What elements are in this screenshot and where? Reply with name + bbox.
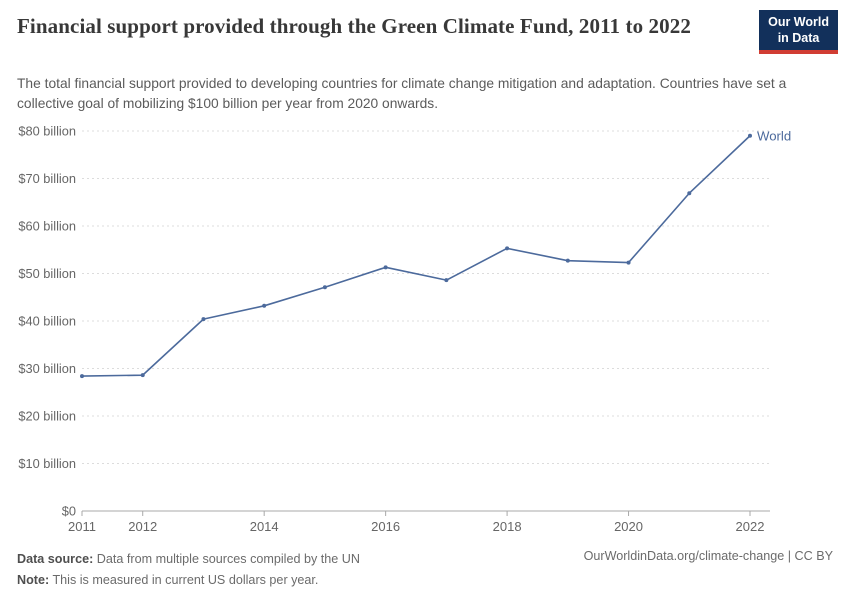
data-point[interactable]: [383, 265, 388, 270]
note-text: This is measured in current US dollars p…: [49, 572, 319, 587]
owid-logo-line1: Our World: [768, 15, 829, 29]
data-point[interactable]: [748, 133, 752, 138]
datasource-line: Data source: Data from multiple sources …: [17, 549, 360, 570]
x-axis-tick-label: 2011: [68, 519, 96, 534]
world-series-line[interactable]: [81, 135, 751, 377]
footer-notes: Data source: Data from multiple sources …: [17, 549, 360, 591]
x-axis-tick-label: 2016: [371, 519, 400, 534]
note-line: Note: This is measured in current US dol…: [17, 570, 360, 591]
y-axis-tick-label: $80 billion: [18, 124, 76, 139]
x-axis-tick-label: 2020: [614, 519, 643, 534]
data-point[interactable]: [140, 373, 145, 378]
chart-area: $0 $10 billion $20 billion $30 billion $40 b…: [0, 118, 850, 544]
chart-subtitle: The total financial support provided to …: [17, 76, 787, 111]
note-label: Note:: [17, 572, 50, 587]
data-point[interactable]: [262, 303, 267, 308]
owid-logo-line2: in Data: [777, 30, 820, 45]
data-point[interactable]: [322, 285, 327, 290]
datasource-label: Data source:: [17, 552, 94, 566]
attribution-link[interactable]: OurWorldinData.org/climate-change | CC B…: [583, 549, 833, 563]
y-axis-tick-label: $30 billion: [18, 361, 76, 376]
x-axis-tick-label: 2014: [250, 519, 279, 534]
data-point[interactable]: [80, 374, 84, 379]
y-axis-tick-label: $70 billion: [18, 171, 76, 186]
x-axis-tick-label: 2022: [736, 519, 765, 534]
y-axis-tick-label: $60 billion: [18, 219, 76, 234]
data-point[interactable]: [626, 260, 631, 265]
x-axis-tick-label: 2018: [493, 519, 522, 534]
y-axis-tick-label: $10 billion: [18, 456, 76, 471]
data-point[interactable]: [687, 191, 692, 196]
datasource-text: Data from multiple sources compiled by t…: [93, 552, 360, 566]
data-point[interactable]: [565, 258, 570, 263]
line-chart: $0 $10 billion $20 billion $30 billion $40 b…: [18, 124, 791, 535]
data-point[interactable]: [201, 317, 206, 322]
series-end-label[interactable]: World: [757, 128, 791, 143]
y-axis-tick-label: $0: [62, 504, 76, 519]
y-axis-tick-label: $50 billion: [18, 266, 76, 281]
y-axis-tick-label: $20 billion: [18, 409, 76, 424]
x-axis-tick-label: 2012: [128, 519, 157, 534]
y-axis-tick-label: $40 billion: [18, 314, 76, 329]
data-point[interactable]: [444, 278, 449, 283]
owid-logo[interactable]: Our World in Data: [759, 10, 838, 55]
page-title: Financial support provided through the G…: [17, 14, 691, 38]
data-point[interactable]: [505, 246, 510, 251]
